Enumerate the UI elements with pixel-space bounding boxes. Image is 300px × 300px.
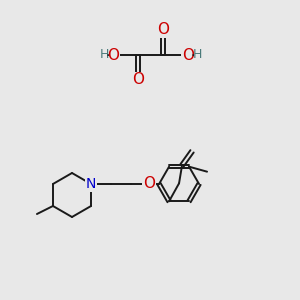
Text: O: O: [157, 22, 169, 38]
Text: ·: ·: [191, 49, 195, 63]
Text: O: O: [143, 176, 155, 191]
Text: O: O: [132, 73, 144, 88]
Text: O: O: [107, 47, 119, 62]
Text: N: N: [86, 177, 96, 191]
Text: O: O: [182, 47, 194, 62]
Text: H: H: [192, 49, 202, 62]
Text: ·: ·: [106, 49, 110, 63]
Text: H: H: [99, 49, 109, 62]
